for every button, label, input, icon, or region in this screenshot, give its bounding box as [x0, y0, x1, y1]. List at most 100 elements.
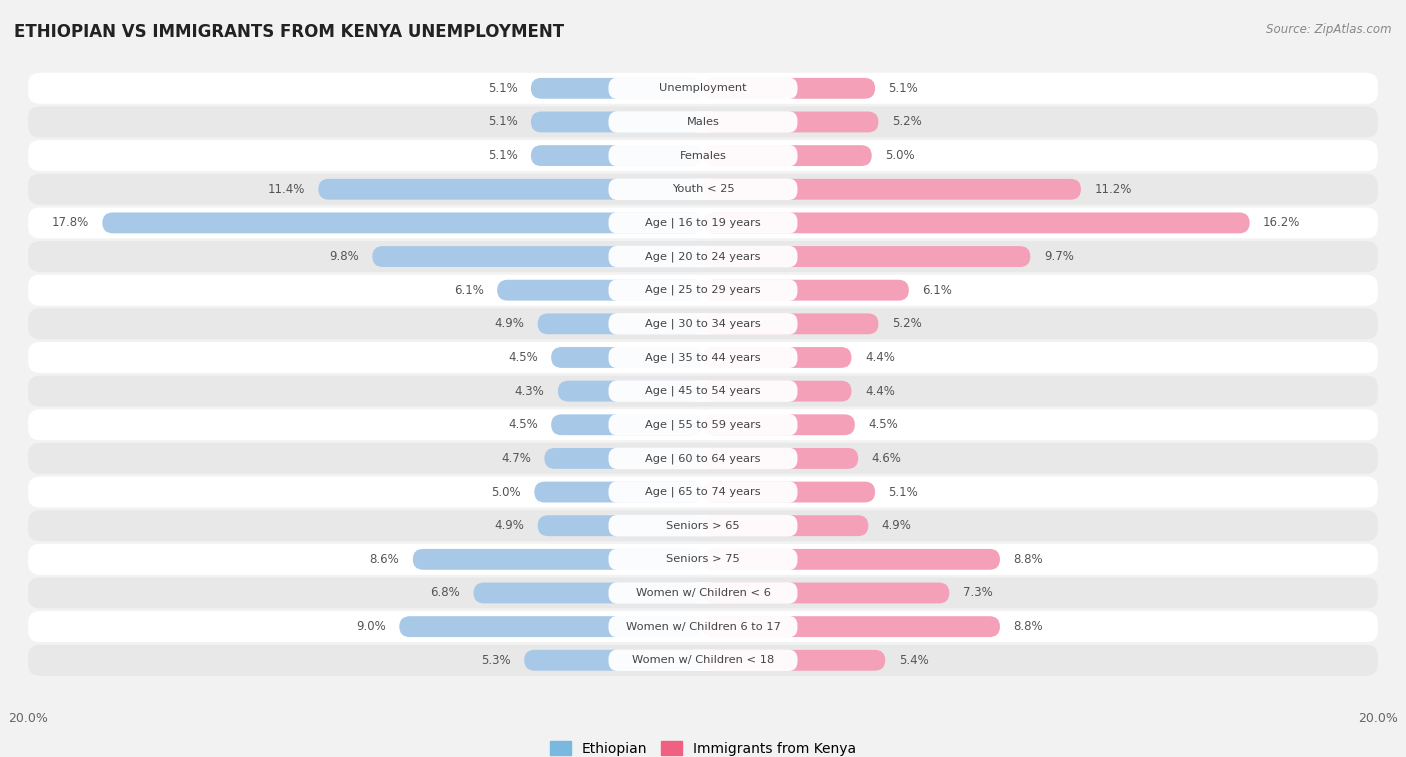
- Text: 4.6%: 4.6%: [872, 452, 901, 465]
- FancyBboxPatch shape: [703, 347, 852, 368]
- FancyBboxPatch shape: [524, 650, 703, 671]
- FancyBboxPatch shape: [531, 111, 703, 132]
- Text: Males: Males: [686, 117, 720, 127]
- Text: 4.9%: 4.9%: [495, 519, 524, 532]
- Text: Age | 25 to 29 years: Age | 25 to 29 years: [645, 285, 761, 295]
- Text: 8.8%: 8.8%: [1014, 553, 1043, 565]
- FancyBboxPatch shape: [28, 140, 1378, 171]
- FancyBboxPatch shape: [703, 481, 875, 503]
- FancyBboxPatch shape: [703, 516, 869, 536]
- FancyBboxPatch shape: [609, 447, 797, 469]
- Text: 5.0%: 5.0%: [886, 149, 915, 162]
- FancyBboxPatch shape: [28, 308, 1378, 339]
- FancyBboxPatch shape: [703, 616, 1000, 637]
- Legend: Ethiopian, Immigrants from Kenya: Ethiopian, Immigrants from Kenya: [544, 735, 862, 757]
- FancyBboxPatch shape: [498, 280, 703, 301]
- FancyBboxPatch shape: [609, 179, 797, 200]
- FancyBboxPatch shape: [609, 549, 797, 570]
- FancyBboxPatch shape: [609, 313, 797, 335]
- FancyBboxPatch shape: [28, 207, 1378, 238]
- Text: 6.8%: 6.8%: [430, 587, 460, 600]
- Text: 5.1%: 5.1%: [488, 82, 517, 95]
- Text: 17.8%: 17.8%: [52, 217, 89, 229]
- Text: 4.4%: 4.4%: [865, 385, 894, 397]
- Text: 4.3%: 4.3%: [515, 385, 544, 397]
- Text: 11.2%: 11.2%: [1094, 182, 1132, 196]
- Text: 4.5%: 4.5%: [508, 351, 537, 364]
- Text: Youth < 25: Youth < 25: [672, 184, 734, 195]
- FancyBboxPatch shape: [373, 246, 703, 267]
- Text: 9.7%: 9.7%: [1043, 250, 1074, 263]
- Text: Age | 65 to 74 years: Age | 65 to 74 years: [645, 487, 761, 497]
- FancyBboxPatch shape: [703, 583, 949, 603]
- FancyBboxPatch shape: [609, 77, 797, 99]
- FancyBboxPatch shape: [609, 515, 797, 537]
- FancyBboxPatch shape: [28, 275, 1378, 306]
- FancyBboxPatch shape: [609, 212, 797, 234]
- FancyBboxPatch shape: [703, 179, 1081, 200]
- FancyBboxPatch shape: [609, 481, 797, 503]
- Text: Age | 55 to 59 years: Age | 55 to 59 years: [645, 419, 761, 430]
- Text: Seniors > 65: Seniors > 65: [666, 521, 740, 531]
- Text: 6.1%: 6.1%: [922, 284, 952, 297]
- Text: Unemployment: Unemployment: [659, 83, 747, 93]
- Text: Age | 20 to 24 years: Age | 20 to 24 years: [645, 251, 761, 262]
- FancyBboxPatch shape: [551, 347, 703, 368]
- FancyBboxPatch shape: [609, 380, 797, 402]
- FancyBboxPatch shape: [28, 443, 1378, 474]
- FancyBboxPatch shape: [537, 313, 703, 335]
- FancyBboxPatch shape: [28, 410, 1378, 441]
- Text: Age | 30 to 34 years: Age | 30 to 34 years: [645, 319, 761, 329]
- Text: 11.4%: 11.4%: [267, 182, 305, 196]
- FancyBboxPatch shape: [703, 78, 875, 98]
- FancyBboxPatch shape: [703, 448, 858, 469]
- FancyBboxPatch shape: [28, 241, 1378, 272]
- FancyBboxPatch shape: [413, 549, 703, 570]
- Text: 5.3%: 5.3%: [481, 654, 510, 667]
- Text: Women w/ Children < 6: Women w/ Children < 6: [636, 588, 770, 598]
- FancyBboxPatch shape: [609, 145, 797, 167]
- Text: 9.8%: 9.8%: [329, 250, 359, 263]
- FancyBboxPatch shape: [609, 650, 797, 671]
- Text: 5.0%: 5.0%: [491, 485, 520, 499]
- FancyBboxPatch shape: [28, 510, 1378, 541]
- FancyBboxPatch shape: [531, 78, 703, 98]
- Text: Age | 45 to 54 years: Age | 45 to 54 years: [645, 386, 761, 397]
- Text: 4.9%: 4.9%: [882, 519, 911, 532]
- FancyBboxPatch shape: [609, 246, 797, 267]
- Text: 4.5%: 4.5%: [869, 419, 898, 431]
- FancyBboxPatch shape: [474, 583, 703, 603]
- FancyBboxPatch shape: [703, 650, 886, 671]
- FancyBboxPatch shape: [609, 582, 797, 604]
- FancyBboxPatch shape: [551, 414, 703, 435]
- Text: Females: Females: [679, 151, 727, 160]
- FancyBboxPatch shape: [103, 213, 703, 233]
- Text: Women w/ Children 6 to 17: Women w/ Children 6 to 17: [626, 621, 780, 631]
- Text: Women w/ Children < 18: Women w/ Children < 18: [631, 656, 775, 665]
- Text: Age | 60 to 64 years: Age | 60 to 64 years: [645, 453, 761, 463]
- Text: 4.4%: 4.4%: [865, 351, 894, 364]
- Text: 5.1%: 5.1%: [889, 82, 918, 95]
- FancyBboxPatch shape: [531, 145, 703, 166]
- Text: 5.4%: 5.4%: [898, 654, 928, 667]
- FancyBboxPatch shape: [28, 375, 1378, 407]
- Text: 4.5%: 4.5%: [508, 419, 537, 431]
- FancyBboxPatch shape: [28, 544, 1378, 575]
- FancyBboxPatch shape: [28, 645, 1378, 676]
- FancyBboxPatch shape: [703, 414, 855, 435]
- FancyBboxPatch shape: [609, 111, 797, 132]
- Text: 8.8%: 8.8%: [1014, 620, 1043, 633]
- FancyBboxPatch shape: [609, 347, 797, 368]
- FancyBboxPatch shape: [609, 414, 797, 435]
- FancyBboxPatch shape: [544, 448, 703, 469]
- Text: Age | 16 to 19 years: Age | 16 to 19 years: [645, 218, 761, 228]
- Text: 4.9%: 4.9%: [495, 317, 524, 330]
- FancyBboxPatch shape: [28, 578, 1378, 609]
- FancyBboxPatch shape: [703, 381, 852, 401]
- FancyBboxPatch shape: [703, 313, 879, 335]
- FancyBboxPatch shape: [703, 280, 908, 301]
- Text: 9.0%: 9.0%: [356, 620, 385, 633]
- Text: 7.3%: 7.3%: [963, 587, 993, 600]
- FancyBboxPatch shape: [703, 213, 1250, 233]
- Text: 5.1%: 5.1%: [488, 116, 517, 129]
